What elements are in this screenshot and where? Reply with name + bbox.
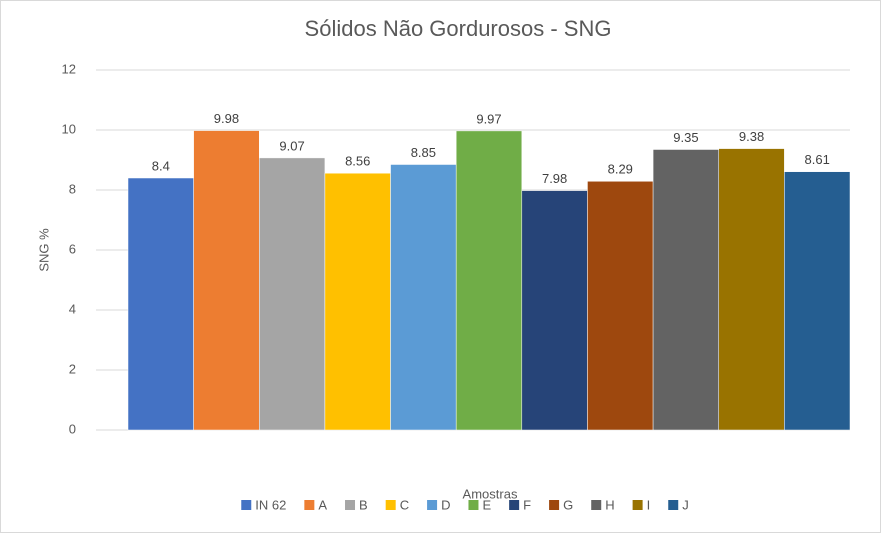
bar — [324, 172, 391, 431]
data-label: 8.56 — [345, 154, 370, 169]
bar — [587, 181, 654, 431]
y-tick-label: 0 — [69, 421, 76, 436]
y-tick-label: 4 — [69, 301, 76, 316]
legend-label: I — [647, 497, 651, 512]
legend-swatch — [591, 500, 602, 510]
data-label: 7.98 — [542, 171, 567, 186]
legend-label: C — [400, 497, 409, 512]
data-label: 8.85 — [411, 145, 436, 160]
bar — [652, 149, 719, 431]
legend-swatch — [345, 500, 356, 510]
data-label: 8.4 — [152, 158, 170, 173]
legend-swatch — [385, 500, 396, 510]
legend-swatch — [668, 500, 679, 510]
bar — [390, 164, 457, 431]
legend-label: A — [318, 497, 327, 512]
bar — [718, 148, 785, 431]
data-label: 9.98 — [214, 111, 239, 126]
data-label: 9.35 — [673, 130, 698, 145]
legend-swatch — [304, 500, 315, 510]
y-tick-label: 12 — [62, 61, 76, 76]
legend-swatch — [427, 500, 438, 510]
bar — [193, 130, 260, 431]
bar — [521, 190, 588, 431]
y-tick-label: 2 — [69, 361, 76, 376]
data-label: 8.61 — [805, 152, 830, 167]
legend-label: J — [682, 497, 689, 512]
data-label: 8.29 — [608, 162, 633, 177]
y-axis-label: SNG % — [36, 228, 51, 272]
data-label: 9.07 — [279, 138, 304, 153]
y-tick-label: 6 — [69, 241, 76, 256]
legend-label: H — [605, 497, 614, 512]
data-label: 9.38 — [739, 129, 764, 144]
legend-swatch — [468, 500, 479, 510]
x-axis-label: Amostras — [463, 486, 518, 501]
legend-swatch — [632, 500, 643, 510]
legend-label: IN 62 — [255, 497, 286, 512]
legend-label: B — [359, 497, 368, 512]
data-label: 9.97 — [476, 111, 501, 126]
legend-swatch — [241, 500, 252, 510]
legend-swatch — [509, 500, 520, 510]
bar — [127, 177, 194, 431]
legend-label: F — [523, 497, 531, 512]
y-tick-label: 8 — [69, 181, 76, 196]
y-tick-label: 10 — [62, 121, 76, 136]
legend-swatch — [549, 500, 560, 510]
bar — [455, 130, 523, 431]
bar — [259, 157, 326, 431]
legend-label: G — [563, 497, 573, 512]
bar — [784, 171, 851, 431]
legend-label: D — [441, 497, 450, 512]
legend-label: E — [482, 497, 491, 512]
chart-title: Sólidos Não Gordurosos - SNG — [305, 16, 612, 41]
